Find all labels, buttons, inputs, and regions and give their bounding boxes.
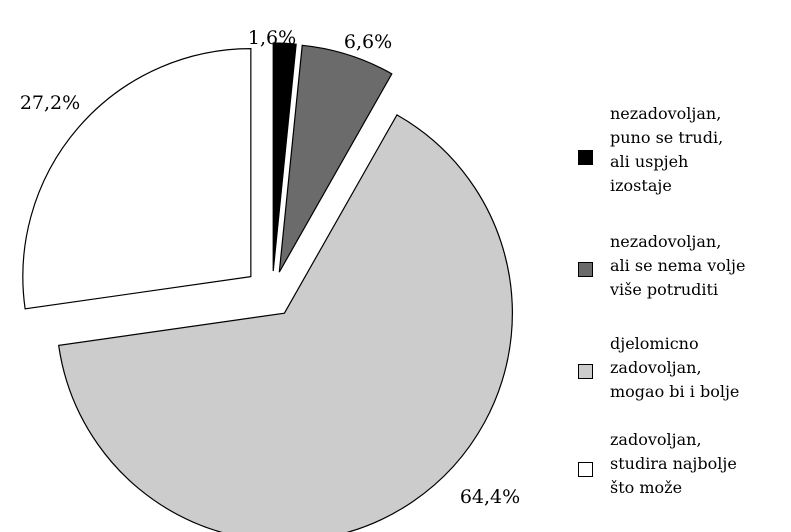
legend-item: nezadovoljan, puno se trudi, ali uspjeh … [578,102,788,220]
pie-slice [278,44,393,273]
pie-slice [57,114,513,532]
slice-percentage-label: 1,6% [248,27,296,49]
slice-percentage-label: 6,6% [344,31,392,53]
legend-swatch [578,262,593,277]
legend-item: nezadovoljan, ali se nema volje više pot… [578,230,788,310]
legend-swatch [578,150,593,165]
pie-slice [22,48,252,310]
pie-slice [272,42,297,272]
legend-label: zadovoljan, studira najbolje što može [610,430,737,497]
slice-percentage-label: 64,4% [460,486,520,508]
pie-slice-labels: 1,6% 6,6% 64,4% 27,2% [20,27,520,508]
legend-swatch [578,364,593,379]
legend-item: djelomicno zadovoljan, mogao bi i bolje [578,332,788,412]
slice-percentage-label: 27,2% [20,92,80,114]
legend-label: nezadovoljan, ali se nema volje više pot… [610,232,746,299]
legend-swatch [578,462,593,477]
pie-slices [22,42,513,532]
legend-label: nezadovoljan, puno se trudi, ali uspjeh … [610,104,724,195]
legend-item: zadovoljan, studira najbolje što može [578,428,788,508]
legend-label: djelomicno zadovoljan, mogao bi i bolje [610,334,740,401]
